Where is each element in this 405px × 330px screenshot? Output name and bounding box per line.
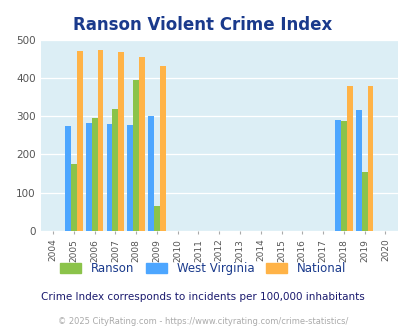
Text: Ranson Violent Crime Index: Ranson Violent Crime Index [73,16,332,35]
Bar [334,119,340,231]
Bar [112,109,118,231]
Bar [92,118,97,231]
Bar [340,121,346,231]
Bar [118,52,124,231]
Bar [361,173,367,231]
Bar [107,124,112,231]
Bar [148,116,153,231]
Bar [139,57,145,231]
Bar [346,85,352,231]
Bar [133,80,139,231]
Bar [86,123,92,231]
Bar [355,111,361,231]
Bar [71,164,77,231]
Bar [367,85,373,231]
Legend: Ranson, West Virginia, National: Ranson, West Virginia, National [56,258,349,279]
Text: Crime Index corresponds to incidents per 100,000 inhabitants: Crime Index corresponds to incidents per… [41,292,364,302]
Bar [153,206,160,231]
Bar [127,125,133,231]
Bar [65,126,71,231]
Bar [160,66,165,231]
Bar [97,50,103,231]
Text: © 2025 CityRating.com - https://www.cityrating.com/crime-statistics/: © 2025 CityRating.com - https://www.city… [58,317,347,326]
Bar [77,51,82,231]
